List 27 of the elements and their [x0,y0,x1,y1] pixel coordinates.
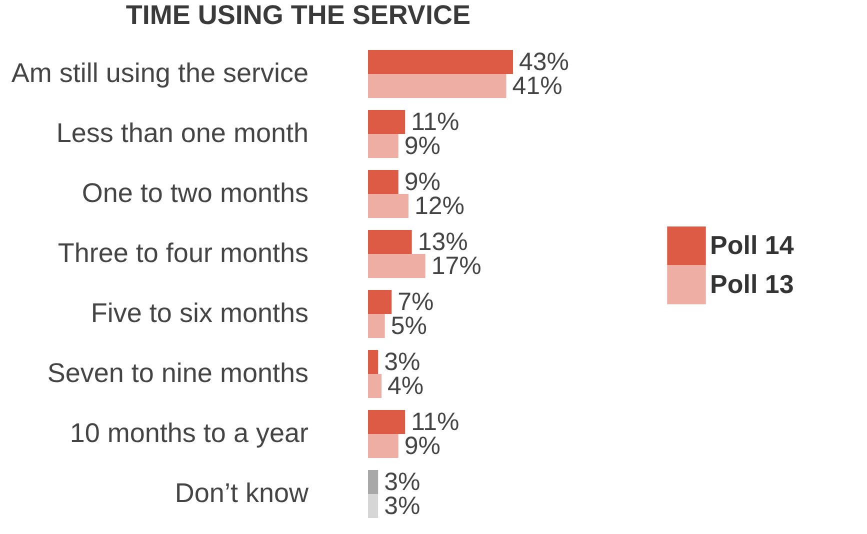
bar [368,494,378,518]
y-tick-label: One to two months [82,178,308,208]
y-tick-label: 10 months to a year [70,418,309,448]
bar [368,74,506,98]
bar [368,350,378,374]
legend-label: Poll 14 [710,230,794,260]
bar [368,374,382,398]
bar [368,194,408,218]
bar [368,470,378,494]
bar [368,230,412,254]
y-tick-label: Am still using the service [11,58,308,88]
y-tick-label: Seven to nine months [47,358,308,388]
bar [368,134,398,158]
legend-label: Poll 13 [710,268,794,299]
bar [368,50,513,74]
bar [368,314,385,338]
y-tick-label: Less than one month [56,118,308,148]
chart-title: TIME USING THE SERVICE [126,0,470,30]
bar [368,110,406,134]
y-tick-label: Three to four months [58,238,308,268]
y-tick-label: Don’t know [174,478,309,508]
bar [368,290,392,314]
bar [368,434,398,458]
bar [368,254,426,278]
bar [368,170,398,194]
bar [368,410,406,434]
y-tick-label: Five to six months [90,298,308,328]
